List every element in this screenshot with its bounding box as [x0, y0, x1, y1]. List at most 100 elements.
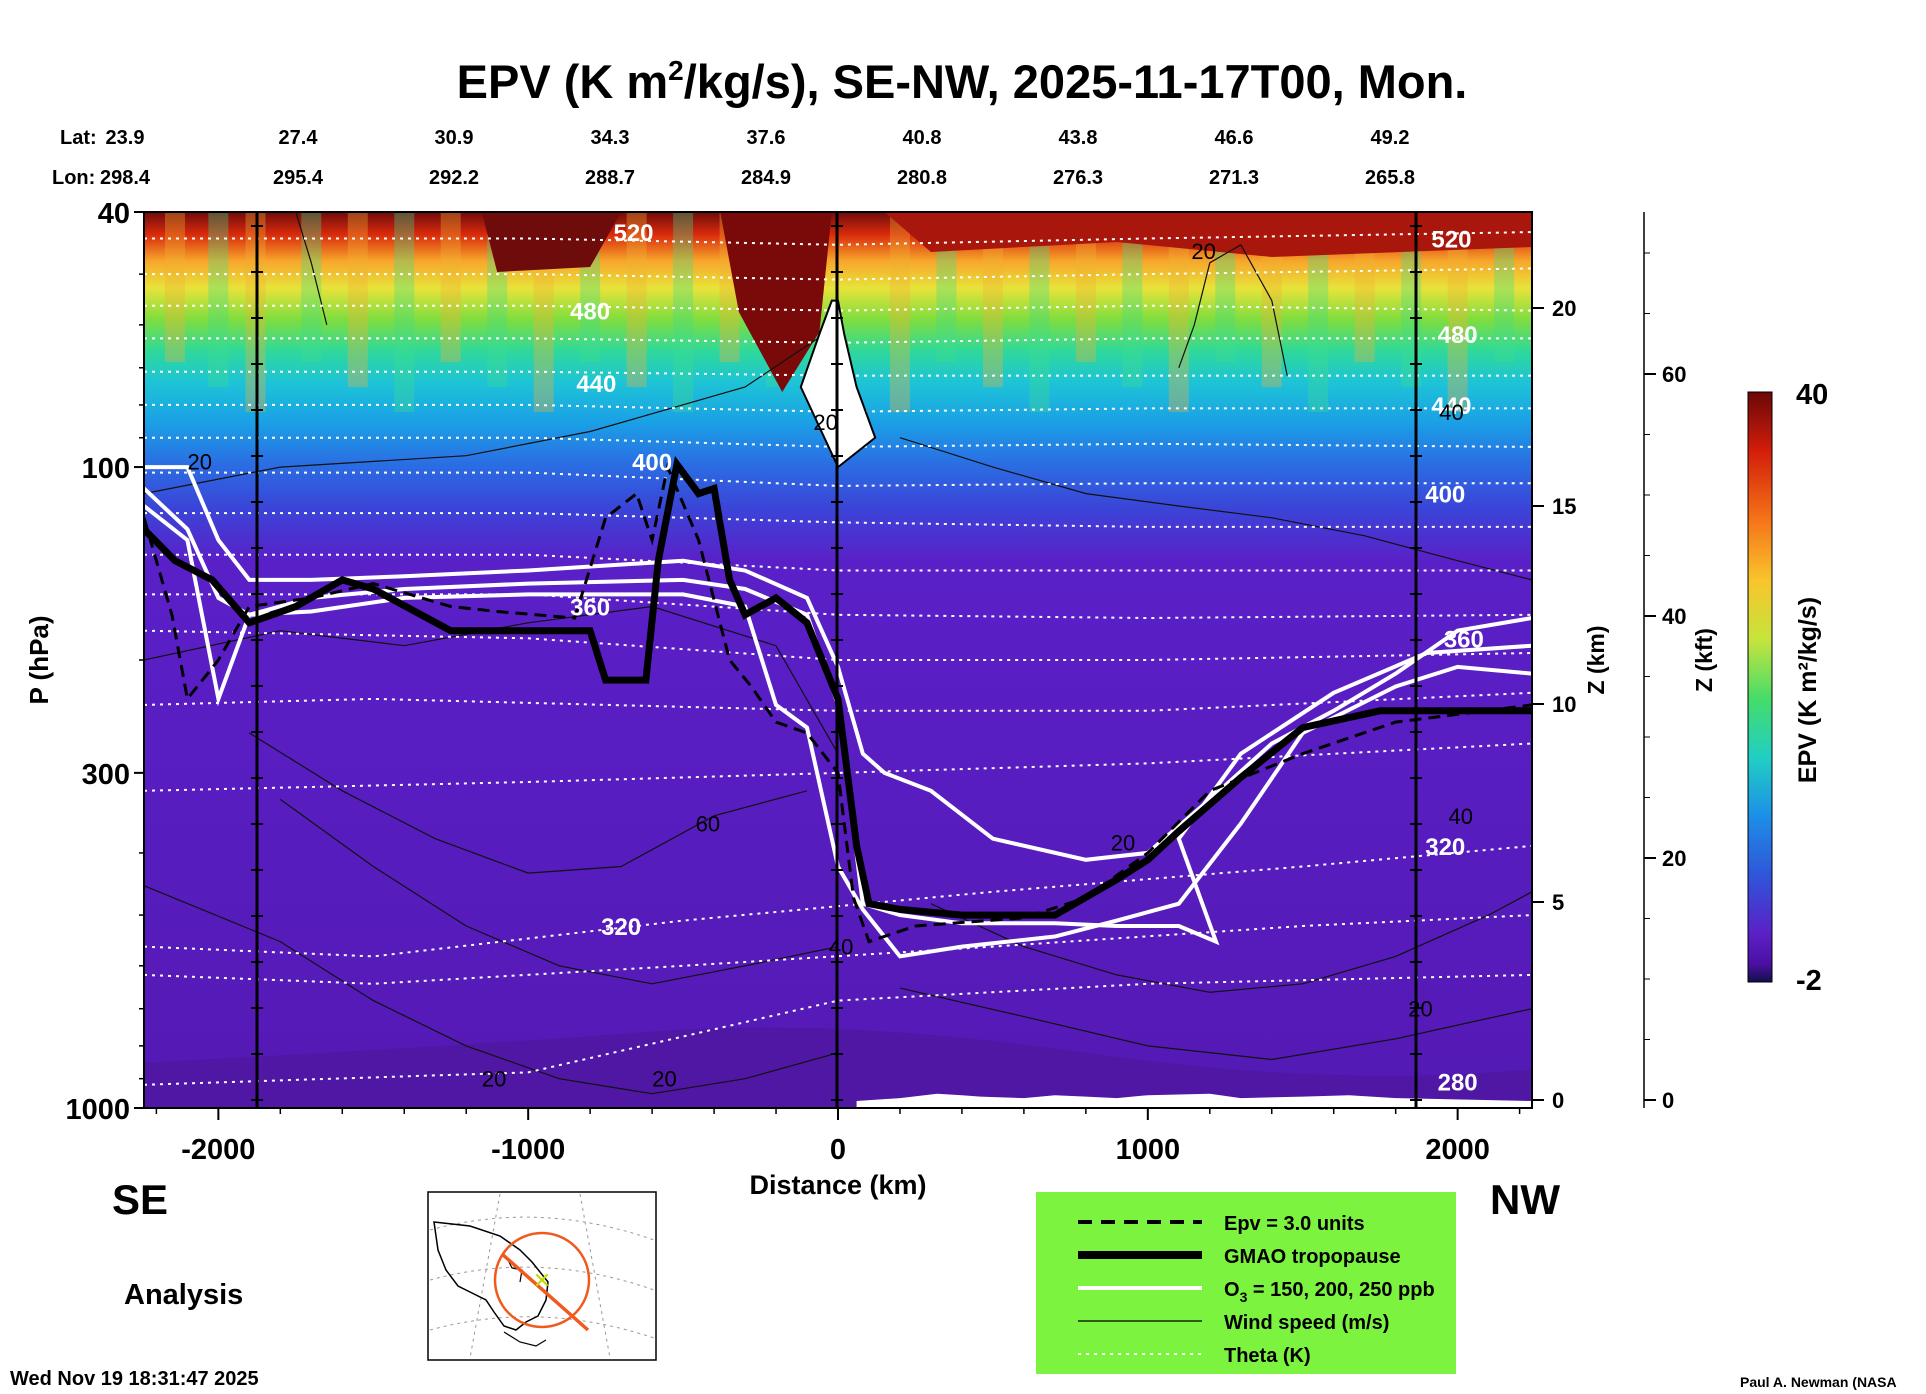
- theta-contour: [144, 742, 1532, 792]
- wind-contour: [295, 212, 328, 326]
- theta-contour: [144, 691, 1532, 712]
- wind-contour: [899, 437, 1532, 581]
- epv-streak: [301, 212, 322, 362]
- colorbar-min-label: -2: [1796, 965, 1822, 997]
- lon-value: 298.4: [100, 167, 151, 189]
- epv-streak: [1168, 212, 1189, 412]
- wind-contour: [248, 732, 808, 874]
- theta-contour: [144, 231, 1532, 246]
- lon-value: 265.8: [1365, 167, 1415, 189]
- zkft-tick-label: 0: [1662, 1088, 1674, 1113]
- epv-streak: [889, 212, 910, 412]
- epv-streak: [347, 212, 368, 387]
- theta-contour: [144, 629, 1532, 661]
- z-km-axis-label: Z (km): [1583, 626, 1609, 695]
- epv-streak: [673, 212, 694, 412]
- lon-value: 280.8: [897, 167, 947, 189]
- zkm-tick-label: 20: [1552, 296, 1576, 321]
- wind-label: 20: [813, 410, 837, 435]
- theta-label: 280: [1438, 1070, 1478, 1097]
- y-tick-label: 40: [98, 198, 130, 230]
- wind-label: 20: [188, 449, 212, 474]
- lon-value: 276.3: [1053, 167, 1103, 189]
- theta-contour: [144, 512, 1532, 528]
- chart-title: EPV (K m2/kg/s), SE-NW, 2025-11-17T00, M…: [457, 55, 1468, 108]
- epv-streak: [440, 212, 461, 362]
- lat-value: 37.6: [747, 127, 786, 149]
- legend-label-ozone: O3 = 150, 200, 250 ppb: [1224, 1279, 1435, 1305]
- lat-value: 34.3: [591, 127, 630, 149]
- lat-value: 23.9: [106, 127, 145, 149]
- lat-value: 46.6: [1215, 127, 1254, 149]
- gmao-tropopause-line: [144, 455, 1532, 919]
- theta-contour: [144, 370, 1532, 377]
- lat-value: 40.8: [903, 127, 942, 149]
- epv-streak: [626, 212, 647, 387]
- zkm-tick-label: 15: [1552, 494, 1576, 519]
- y-tick-label: 100: [82, 453, 130, 485]
- theta-label: 480: [570, 299, 610, 326]
- theta-label: 360: [570, 594, 610, 621]
- epv-streak: [982, 212, 1003, 387]
- epv-high-core: [884, 212, 1532, 257]
- z-kft-axis-label: Z (kft): [1691, 628, 1717, 692]
- timestamp: Wed Nov 19 18:31:47 2025: [10, 1368, 259, 1390]
- theta-contour: [144, 973, 1532, 1086]
- wind-speed-contours: [144, 212, 1532, 1095]
- lat-header-label: Lat:: [60, 127, 97, 149]
- terrain-mask: [856, 1093, 1532, 1108]
- x-tick-label: 1000: [1116, 1134, 1181, 1166]
- lat-value: 49.2: [1371, 127, 1410, 149]
- theta-contour: [144, 593, 1532, 620]
- lat-lon-row: 23.9 27.4 30.9 34.3 37.6 40.8 43.8 46.6 49.2 298.…: [100, 127, 1415, 189]
- epv-streak: [208, 212, 229, 387]
- x-tick-label: 0: [830, 1134, 846, 1166]
- wind-label: 20: [482, 1067, 506, 1092]
- colorbar: [1747, 391, 1773, 983]
- locator-map: ✕: [427, 1191, 657, 1361]
- height-kft-axis: 0 20 40 60: [1643, 212, 1686, 1113]
- zkm-tick-label: 5: [1552, 890, 1564, 915]
- direction-right-label: NW: [1490, 1176, 1560, 1223]
- epv-streak: [1122, 212, 1143, 387]
- epv-streak: [164, 212, 185, 362]
- wind-label: 20: [1191, 239, 1215, 264]
- theta-labels: 520 480 440 400 360 320 520 480 440 400 360 320 280: [570, 220, 1484, 1097]
- legend-label: Theta (K): [1224, 1345, 1311, 1367]
- theta-label: 320: [601, 914, 641, 941]
- wind-label: 40: [829, 935, 853, 960]
- x-tick-label: -1000: [491, 1134, 565, 1166]
- epv-streak: [394, 212, 415, 412]
- theta-label: 360: [1444, 626, 1484, 653]
- lon-value: 292.2: [429, 167, 479, 189]
- distance-axis: -2000 -1000 0 1000 2000: [155, 1108, 1521, 1166]
- y-axis-label: P (hPa): [24, 615, 54, 704]
- lat-lon-reference-lines: [251, 212, 1422, 1108]
- wind-label: 40: [1439, 400, 1463, 425]
- wind-label: 20: [652, 1067, 676, 1092]
- epv-3-unit-line: [144, 462, 1532, 944]
- wind-contour: [1178, 243, 1288, 376]
- theta-contour: [144, 471, 1532, 487]
- pressure-axis: 40 100 300 1000: [65, 198, 144, 1126]
- theta-label: 520: [613, 220, 653, 247]
- x-tick-label: -2000: [181, 1134, 255, 1166]
- lon-value: 295.4: [273, 167, 324, 189]
- credit: Paul A. Newman (NASA: [1740, 1374, 1897, 1390]
- zkft-tick-label: 40: [1662, 604, 1686, 629]
- theta-label: 400: [1425, 482, 1465, 509]
- colorbar-label: EPV (K m²/kg/s): [1794, 597, 1822, 783]
- epv-streak: [1029, 212, 1050, 412]
- y-tick-label: 300: [82, 759, 130, 791]
- theta-contour: [144, 553, 1532, 572]
- wind-label: 40: [1448, 804, 1472, 829]
- lon-value: 271.3: [1209, 167, 1259, 189]
- theta-label: 440: [576, 371, 616, 398]
- lon-value: 288.7: [585, 167, 635, 189]
- wind-label: 20: [1408, 997, 1432, 1022]
- analysis-label: Analysis: [124, 1279, 243, 1311]
- wind-contour: [930, 891, 1532, 993]
- direction-left-label: SE: [112, 1176, 168, 1223]
- legend-label: Wind speed (m/s): [1224, 1312, 1389, 1334]
- zkm-tick-label: 10: [1552, 692, 1576, 717]
